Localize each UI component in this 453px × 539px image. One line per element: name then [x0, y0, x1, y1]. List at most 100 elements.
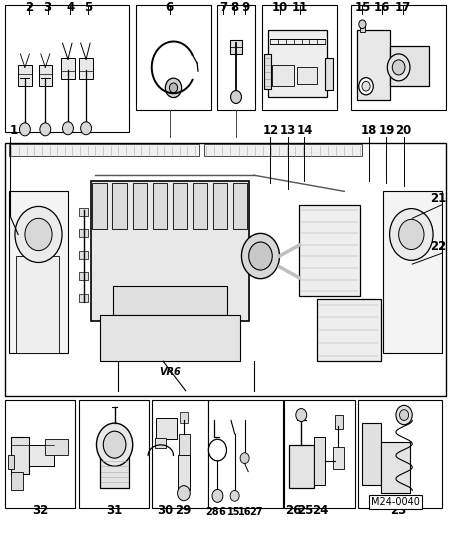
Bar — [79, 229, 88, 237]
Bar — [299, 205, 360, 296]
Circle shape — [230, 490, 239, 501]
Bar — [272, 65, 294, 86]
Bar — [381, 442, 410, 493]
Bar — [230, 40, 242, 54]
Bar — [333, 447, 344, 469]
Circle shape — [399, 219, 424, 250]
Text: 9: 9 — [241, 1, 249, 14]
Bar — [178, 455, 190, 490]
Circle shape — [40, 123, 51, 136]
Bar — [264, 54, 271, 89]
Bar — [113, 286, 226, 315]
Text: 11: 11 — [292, 1, 308, 14]
Bar — [193, 183, 207, 229]
Text: VR6: VR6 — [159, 367, 181, 377]
Circle shape — [231, 91, 241, 103]
Text: 6: 6 — [166, 1, 174, 14]
Text: 7: 7 — [219, 1, 227, 14]
Text: 32: 32 — [33, 505, 49, 517]
Text: 16: 16 — [238, 507, 252, 517]
Text: M24-0040: M24-0040 — [371, 497, 420, 507]
Circle shape — [387, 54, 410, 81]
Text: 8: 8 — [230, 1, 238, 14]
Text: 27: 27 — [249, 507, 263, 517]
Bar — [262, 5, 337, 110]
Bar — [5, 5, 129, 132]
Text: 12: 12 — [262, 125, 279, 137]
Circle shape — [392, 60, 405, 75]
Bar — [284, 400, 355, 508]
Bar — [357, 30, 390, 100]
Circle shape — [362, 81, 370, 91]
Circle shape — [178, 486, 190, 501]
Bar — [208, 400, 283, 508]
Bar — [233, 183, 247, 229]
Text: 3: 3 — [43, 1, 52, 14]
Bar — [39, 65, 52, 86]
Circle shape — [19, 123, 30, 136]
Circle shape — [208, 439, 226, 461]
Bar — [112, 183, 127, 229]
Bar — [5, 143, 446, 396]
Circle shape — [212, 489, 223, 502]
Bar — [360, 24, 365, 32]
Bar — [351, 5, 446, 110]
Bar — [358, 400, 442, 508]
Text: 23: 23 — [390, 505, 407, 517]
Text: 22: 22 — [430, 240, 446, 253]
Text: 18: 18 — [361, 125, 377, 137]
Text: 17: 17 — [395, 1, 411, 14]
Bar — [268, 30, 327, 97]
Text: 1: 1 — [10, 125, 18, 137]
Bar — [45, 439, 68, 455]
Bar — [11, 437, 29, 474]
Bar — [79, 294, 88, 302]
Text: 4: 4 — [66, 1, 74, 14]
Circle shape — [81, 122, 92, 135]
Text: 6: 6 — [219, 507, 225, 517]
Circle shape — [103, 431, 126, 458]
Text: 16: 16 — [374, 1, 390, 14]
Bar — [79, 208, 88, 216]
Bar — [100, 453, 129, 488]
Bar — [61, 58, 75, 79]
Bar — [180, 412, 188, 423]
Text: 15: 15 — [354, 1, 371, 14]
Circle shape — [296, 409, 307, 421]
Bar — [16, 256, 59, 353]
Bar — [9, 144, 199, 156]
Text: 30: 30 — [157, 505, 173, 517]
Bar — [317, 299, 381, 361]
Bar — [217, 5, 255, 110]
Text: 2: 2 — [25, 1, 34, 14]
Bar — [100, 315, 240, 361]
Circle shape — [359, 78, 373, 95]
Text: 25: 25 — [298, 505, 314, 517]
Bar — [325, 58, 333, 90]
Bar — [9, 191, 68, 353]
Bar — [383, 191, 442, 353]
Text: 5: 5 — [84, 1, 92, 14]
Bar — [136, 5, 211, 110]
Circle shape — [359, 20, 366, 29]
Bar — [289, 445, 314, 488]
Circle shape — [240, 453, 249, 464]
Bar — [8, 455, 14, 469]
Bar — [335, 415, 343, 429]
Bar — [152, 400, 208, 508]
Text: 19: 19 — [378, 125, 395, 137]
Bar — [79, 58, 93, 79]
Bar — [5, 400, 75, 508]
Bar — [179, 434, 190, 455]
Circle shape — [241, 233, 280, 279]
Text: 21: 21 — [430, 192, 446, 205]
Circle shape — [396, 405, 412, 425]
Text: 13: 13 — [280, 125, 296, 137]
Bar — [153, 183, 167, 229]
Bar — [204, 144, 362, 156]
Bar — [297, 67, 317, 84]
Circle shape — [96, 423, 133, 466]
Circle shape — [165, 78, 182, 98]
Circle shape — [15, 206, 62, 262]
Bar — [29, 445, 54, 466]
